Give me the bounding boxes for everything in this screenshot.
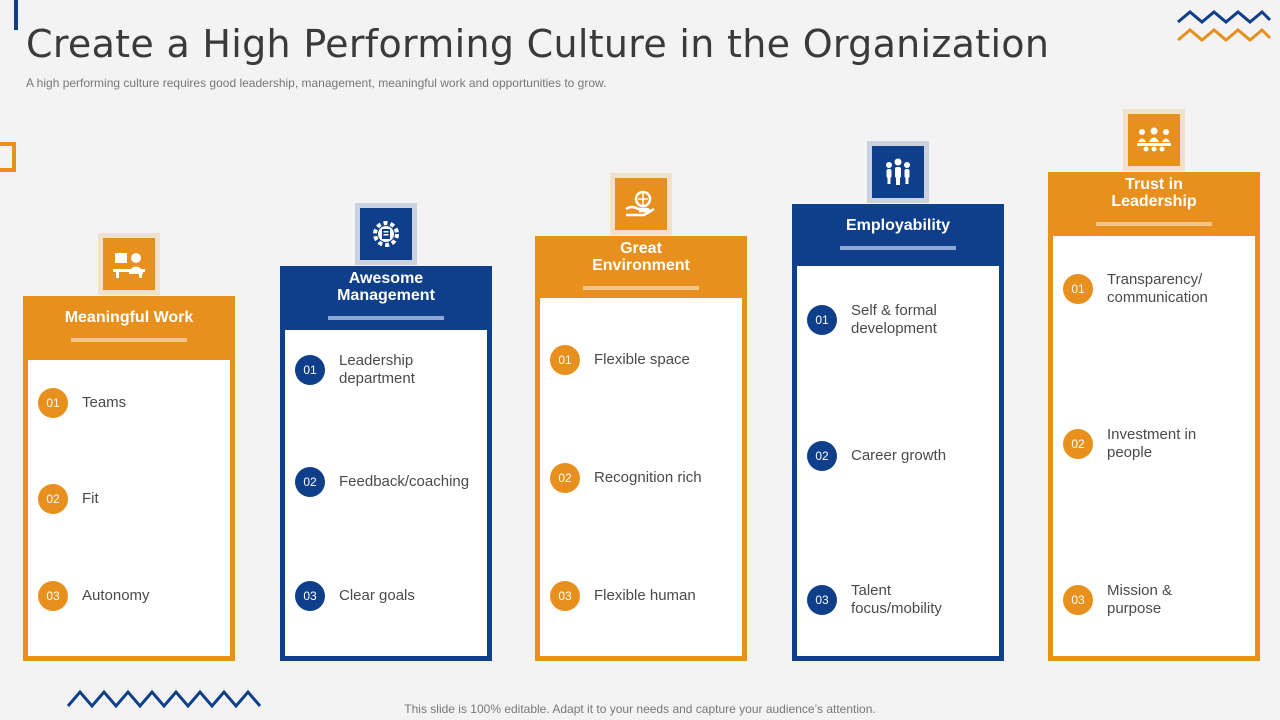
item-text: Leadership department [339,352,415,387]
header-underline [840,245,956,250]
people-group-icon [872,146,924,198]
column-body-meaningful-work: 01 Teams 02 Fit 03 Autonomy [23,360,235,661]
item-text: Investment in people [1107,426,1197,461]
column-header-employability: Employability [792,204,1004,268]
item-number: 03 [807,585,837,615]
column-body-great-environment: 01 Flexible space 02 Recognition rich 03… [535,298,747,661]
item-number: 01 [38,388,68,418]
list-item: 01 Transparency/ communication [1063,271,1249,307]
column-body-trust-in-leadership: 01 Transparency/ communication 02 Invest… [1048,236,1260,661]
list-item: 02 Feedback/coaching [295,467,481,497]
column-header-trust-in-leadership: Trust in Leadership [1048,172,1260,236]
page-subtitle: A high performing culture requires good … [26,76,607,90]
team-meeting-icon [1128,114,1180,166]
list-item: 01 Flexible space [550,345,736,375]
work-desk-icon [103,238,155,290]
item-text: Mission & purpose [1107,582,1173,617]
item-text: Self & formal development [851,302,937,337]
column-body-employability: 01 Self & formal development 02 Career g… [792,266,1004,661]
list-item: 01 Self & formal development [807,302,993,338]
item-number: 03 [1063,585,1093,615]
column-title: Great Environment [592,240,690,274]
header-underline [1096,222,1212,226]
column-header-meaningful-work: Meaningful Work [23,296,235,360]
item-number: 02 [807,441,837,471]
item-text: Career growth [851,447,947,464]
column-body-awesome-management: 01 Leadership department 02 Feedback/coa… [280,330,492,661]
header-underline [583,286,699,290]
list-item: 01 Teams [38,388,224,418]
zigzag-decoration-top [1177,9,1272,42]
list-item: 03 Mission & purpose [1063,582,1249,618]
item-text: Feedback/coaching [339,473,470,490]
list-item: 03 Flexible human [550,581,736,611]
list-item: 01 Leadership department [295,352,481,388]
column-title: Trust in Leadership [1111,176,1197,210]
item-number: 01 [807,305,837,335]
item-text: Transparency/ communication [1107,271,1208,306]
header-underline [328,316,444,320]
column-title: Meaningful Work [64,308,194,326]
zigzag-decoration-bottom [66,689,262,709]
hand-globe-icon [615,178,667,230]
item-text: Talent focus/mobility [851,582,942,617]
list-item: 02 Career growth [807,441,993,471]
item-number: 03 [38,581,68,611]
header-underline [71,337,187,342]
item-number: 02 [38,484,68,514]
item-number: 03 [550,581,580,611]
column-header-great-environment: Great Environment [535,236,747,300]
column-title: Awesome Management [337,270,435,304]
footer-note: This slide is 100% editable. Adapt it to… [404,702,876,716]
item-number: 02 [1063,429,1093,459]
item-number: 02 [295,467,325,497]
decorative-square [0,142,16,172]
item-number: 01 [295,355,325,385]
gear-document-icon [360,208,412,260]
list-item: 02 Fit [38,484,224,514]
list-item: 02 Investment in people [1063,426,1249,462]
item-text: Teams [82,394,127,411]
list-item: 03 Talent focus/mobility [807,582,993,618]
item-number: 02 [550,463,580,493]
item-number: 01 [1063,274,1093,304]
top-accent-bar [14,0,18,30]
item-number: 03 [295,581,325,611]
item-number: 01 [550,345,580,375]
list-item: 03 Clear goals [295,581,481,611]
item-text: Flexible space [594,351,690,368]
item-text: Fit [82,490,99,507]
item-text: Autonomy [82,587,150,604]
list-item: 03 Autonomy [38,581,224,611]
list-item: 02 Recognition rich [550,463,736,493]
item-text: Recognition rich [594,469,702,486]
column-title: Employability [845,216,951,234]
column-header-awesome-management: Awesome Management [280,266,492,330]
item-text: Flexible human [594,587,696,604]
page-title: Create a High Performing Culture in the … [26,22,1050,66]
item-text: Clear goals [339,587,415,604]
